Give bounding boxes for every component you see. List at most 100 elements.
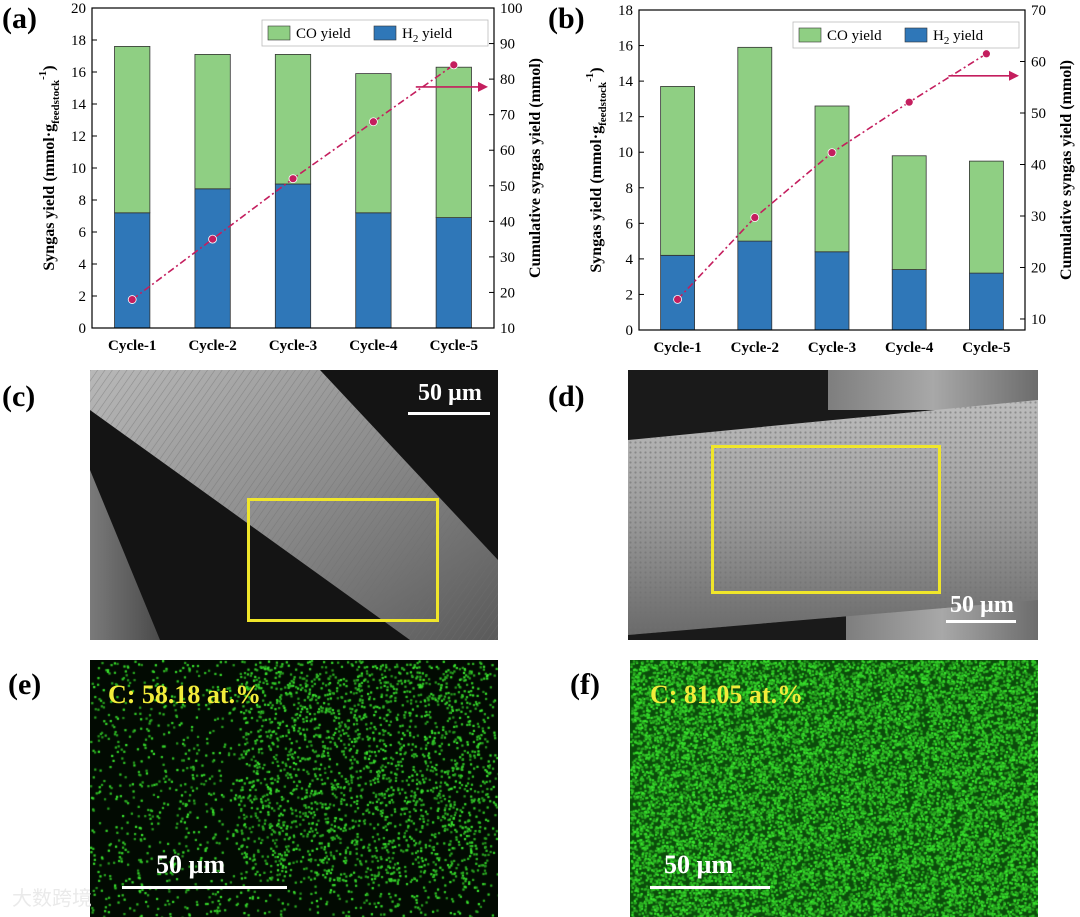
legend-label-co: CO yield <box>827 28 882 44</box>
bar-h2-3 <box>274 183 312 329</box>
y2-tick-label: 20 <box>1031 260 1046 276</box>
bar-h2-1 <box>114 212 151 329</box>
legend-label-co: CO yield <box>296 26 351 42</box>
panel-label-c: (c) <box>2 380 36 413</box>
y2-tick-label: 40 <box>1031 157 1046 173</box>
eds-label-f: C: 81.05 at.% <box>650 680 804 709</box>
axis-arrow-head <box>478 81 488 92</box>
y-tick-label: 18 <box>71 33 86 49</box>
y-tick-label: 6 <box>79 225 87 241</box>
scale-label-e: 50 µm <box>156 850 226 879</box>
bar-h2-1 <box>660 254 695 331</box>
cumulative-point-5 <box>981 49 991 59</box>
panel-label-f: (f) <box>570 668 600 701</box>
bar-co-4 <box>891 155 927 270</box>
cumulative-point-3 <box>288 174 298 184</box>
eds-dots-f <box>630 660 1038 917</box>
bar-h2-3 <box>814 251 850 331</box>
y2-tick-label: 10 <box>500 321 515 337</box>
bar-co-2 <box>194 54 231 190</box>
chart-b: Cycle-1 Cycle-2 Cycle-3 Cycle-4 Cycle-5 0 2 4 6 8… <box>584 3 1075 356</box>
cumulative-point-2 <box>208 234 218 244</box>
scale-label-d: 50 µm <box>950 592 1014 618</box>
bar-h2-2 <box>737 240 773 331</box>
legend-swatch-co <box>267 25 291 41</box>
bar-h2-5 <box>435 217 472 329</box>
y-tick-label: 20 <box>71 1 86 17</box>
legend-swatch-co <box>798 27 822 43</box>
bar-co-2 <box>737 46 773 242</box>
x-tick-label: Cycle-4 <box>349 338 398 354</box>
scale-bar-d <box>946 620 1016 623</box>
x-tick-label: Cycle-1 <box>108 338 156 354</box>
y-tick-label: 16 <box>71 65 87 81</box>
x-tick-label: Cycle-2 <box>188 338 236 354</box>
x-tick-label: Cycle-4 <box>885 340 934 356</box>
sem-fiber-d <box>628 370 1038 640</box>
bar-h2-5 <box>969 272 1004 331</box>
y-tick-label: 6 <box>626 216 634 232</box>
scale-label-f: 50 µm <box>664 850 734 879</box>
y2-tick-label: 40 <box>500 214 515 230</box>
cumulative-point-2 <box>750 213 760 222</box>
y-tick-label: 4 <box>626 252 634 268</box>
scale-label-c: 50 µm <box>418 380 482 406</box>
y-tick-label: 12 <box>618 110 633 126</box>
cumulative-point-4 <box>904 97 914 107</box>
y-tick-label: 16 <box>618 39 634 55</box>
y-tick-label: 2 <box>626 287 634 303</box>
legend-swatch-h2 <box>373 25 397 41</box>
bar-h2-4 <box>355 212 392 329</box>
x-tick-label: Cycle-5 <box>430 338 478 354</box>
sem-image-d: 50 µm <box>628 370 1038 640</box>
x-tick-label: Cycle-3 <box>808 340 856 356</box>
bar-co-4 <box>355 73 392 214</box>
cumulative-point-1 <box>127 295 137 304</box>
bar-co-3 <box>814 105 850 253</box>
x-tick-label: Cycle-5 <box>962 340 1010 356</box>
y2-axis-label: Cumulative syngas yield (mmol) <box>527 58 544 278</box>
y2-tick-label: 100 <box>500 1 523 17</box>
y-tick-label: 2 <box>79 289 87 305</box>
roi-box-d <box>711 445 941 594</box>
scale-bar-e <box>122 886 287 889</box>
cumulative-point-4 <box>368 117 378 127</box>
y-tick-label: 0 <box>79 321 87 337</box>
eds-dots-e <box>90 660 498 917</box>
sem-fiber-c <box>90 370 498 640</box>
y-tick-label: 4 <box>79 257 87 273</box>
cumulative-point-3 <box>827 148 837 158</box>
legend-label-h2: H2 yield <box>402 26 453 45</box>
eds-map-f: C: 81.05 at.% 50 µm <box>630 660 1038 917</box>
y-tick-label: 12 <box>71 129 86 145</box>
y-tick-label: 10 <box>618 145 633 161</box>
bar-co-1 <box>660 86 695 256</box>
panel-label-e: (e) <box>8 668 42 701</box>
y2-tick-label: 60 <box>500 143 515 159</box>
panel-label-d: (d) <box>548 380 585 413</box>
panel-label-b: (b) <box>548 2 585 35</box>
chart-a: Cycle-1 Cycle-2 Cycle-3 Cycle-4 Cycle-5 0 2 4 6 8… <box>37 1 544 354</box>
y-axis-label: Syngas yield (mmol·gfeedstock-1) <box>584 67 609 272</box>
y-axis-label: Syngas yield (mmol·gfeedstock-1) <box>37 65 62 270</box>
y2-tick-label: 70 <box>1031 3 1046 19</box>
x-tick-label: Cycle-3 <box>269 338 317 354</box>
eds-label-e: C: 58.18 at.% <box>108 680 262 709</box>
axis-arrow-head <box>1009 70 1019 81</box>
x-tick-label: Cycle-1 <box>653 340 701 356</box>
y2-tick-label: 30 <box>1031 209 1046 225</box>
y-tick-label: 18 <box>618 3 633 19</box>
y2-tick-label: 30 <box>500 250 515 266</box>
bar-co-5 <box>435 66 472 218</box>
y2-tick-label: 80 <box>500 72 515 88</box>
roi-box-c <box>247 498 439 622</box>
y2-tick-label: 50 <box>1031 106 1046 122</box>
y-tick-label: 0 <box>626 323 634 339</box>
y2-tick-label: 70 <box>500 108 515 124</box>
scale-bar-f <box>650 886 770 889</box>
y2-tick-label: 60 <box>1031 54 1046 70</box>
y-tick-label: 8 <box>626 181 634 197</box>
bar-co-1 <box>114 46 151 214</box>
x-tick-label: Cycle-2 <box>731 340 779 356</box>
bar-h2-2 <box>194 188 231 329</box>
